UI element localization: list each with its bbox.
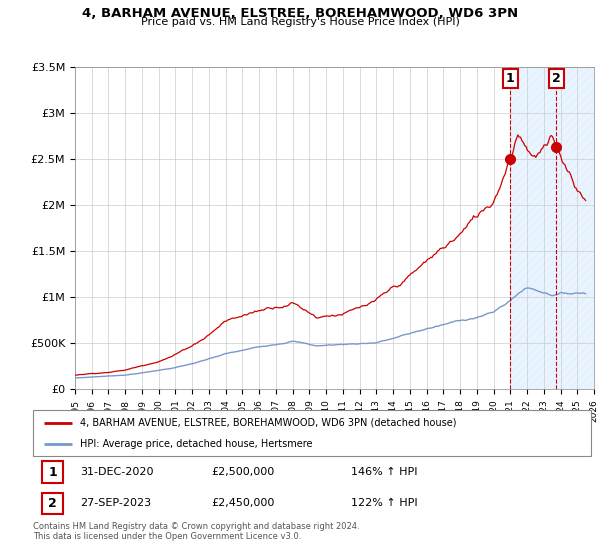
Text: 4, BARHAM AVENUE, ELSTREE, BOREHAMWOOD, WD6 3PN: 4, BARHAM AVENUE, ELSTREE, BOREHAMWOOD, … [82, 7, 518, 20]
Text: 122% ↑ HPI: 122% ↑ HPI [351, 498, 418, 508]
Text: £2,450,000: £2,450,000 [212, 498, 275, 508]
Text: 27-SEP-2023: 27-SEP-2023 [80, 498, 152, 508]
Text: 1: 1 [48, 465, 57, 479]
Text: 1: 1 [506, 72, 514, 85]
Text: £2,500,000: £2,500,000 [212, 467, 275, 477]
Text: 2: 2 [48, 497, 57, 510]
Text: 4, BARHAM AVENUE, ELSTREE, BOREHAMWOOD, WD6 3PN (detached house): 4, BARHAM AVENUE, ELSTREE, BOREHAMWOOD, … [80, 418, 457, 428]
FancyBboxPatch shape [33, 410, 591, 456]
Bar [510, 67, 594, 389]
Text: Price paid vs. HM Land Registry's House Price Index (HPI): Price paid vs. HM Land Registry's House … [140, 17, 460, 27]
Text: 2: 2 [552, 72, 560, 85]
FancyBboxPatch shape [42, 493, 63, 514]
Text: HPI: Average price, detached house, Hertsmere: HPI: Average price, detached house, Hert… [80, 439, 313, 449]
Text: 31-DEC-2020: 31-DEC-2020 [80, 467, 154, 477]
Text: Contains HM Land Registry data © Crown copyright and database right 2024.
This d: Contains HM Land Registry data © Crown c… [33, 522, 359, 542]
FancyBboxPatch shape [42, 461, 63, 483]
Text: 146% ↑ HPI: 146% ↑ HPI [351, 467, 418, 477]
